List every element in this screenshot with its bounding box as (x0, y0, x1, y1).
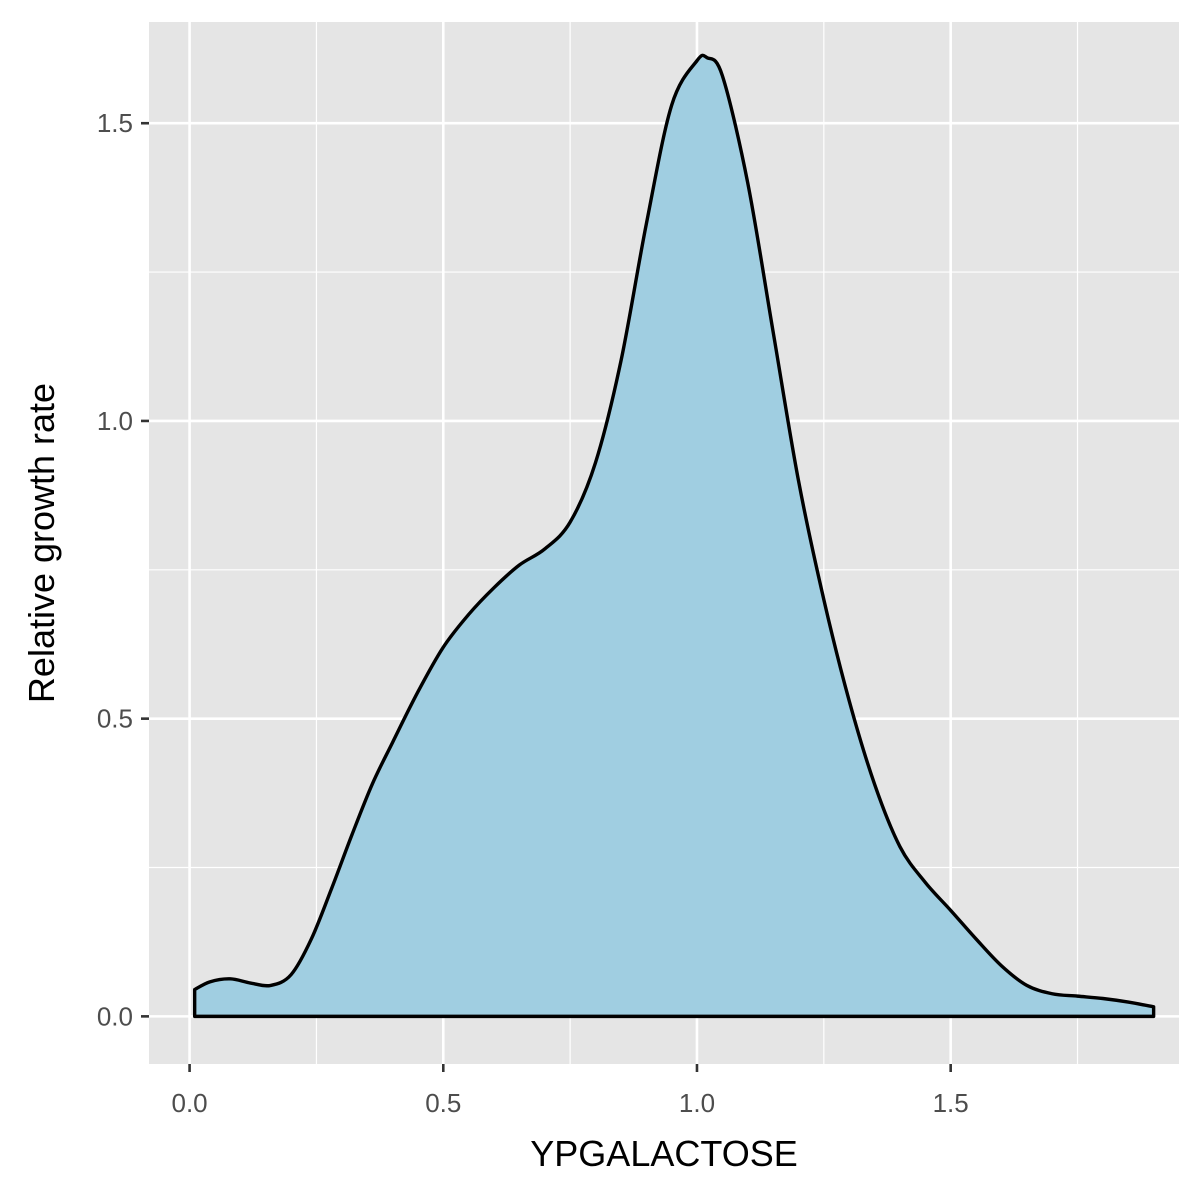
y-tick-label: 0.0 (97, 1001, 133, 1031)
y-axis: 0.0 0.5 1.0 1.5 (97, 108, 149, 1031)
y-tick-label: 0.5 (97, 704, 133, 734)
x-tick-label: 1.5 (933, 1088, 969, 1118)
x-tick-label: 0.0 (172, 1088, 208, 1118)
density-outline (192, 53, 1156, 1019)
y-tick-label: 1.5 (97, 108, 133, 138)
x-axis: 0.0 0.5 1.0 1.5 (172, 1064, 969, 1118)
x-tick-label: 1.0 (679, 1088, 715, 1118)
density-area (194, 55, 1154, 1017)
x-tick-label: 0.5 (425, 1088, 461, 1118)
y-tick-label: 1.0 (97, 406, 133, 436)
x-axis-title: YPGALACTOSE (530, 1133, 797, 1174)
y-axis-title: Relative growth rate (21, 383, 62, 703)
